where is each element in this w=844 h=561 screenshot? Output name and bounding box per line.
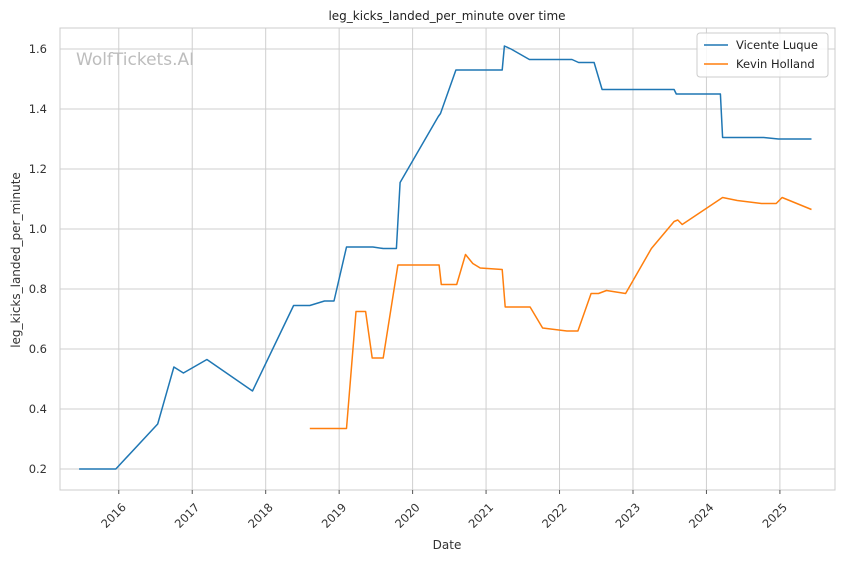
y-axis-label: leg_kicks_landed_per_minute <box>9 172 23 348</box>
series-line-2 <box>309 196 812 430</box>
series-layer <box>79 45 812 470</box>
legend-label-2: Kevin Holland <box>736 57 815 71</box>
y-tick-label: 0.8 <box>29 282 47 296</box>
legend: Vicente Luque Kevin Holland <box>696 32 829 78</box>
series-line-1 <box>79 45 812 470</box>
watermark: WolfTickets.AI <box>76 50 194 70</box>
plot-frame <box>59 27 836 491</box>
grid <box>60 28 835 490</box>
y-tick-label: 0.6 <box>29 342 47 356</box>
y-tick-label: 1.6 <box>29 42 47 56</box>
y-tick-label: 0.4 <box>29 402 47 416</box>
y-tick-label: 1.2 <box>29 162 47 176</box>
chart-title: leg_kicks_landed_per_minute over time <box>328 9 565 23</box>
y-tick-label: 1.4 <box>29 102 47 116</box>
y-tick-label: 1.0 <box>29 222 47 236</box>
y-tick-label: 0.2 <box>29 462 47 476</box>
x-axis-label: Date <box>433 538 462 552</box>
legend-box <box>696 32 829 78</box>
legend-label-1: Vicente Luque <box>736 38 818 52</box>
y-axis-ticks: 0.2 0.4 0.6 0.8 1.0 1.2 1.4 1.6 <box>29 42 47 476</box>
